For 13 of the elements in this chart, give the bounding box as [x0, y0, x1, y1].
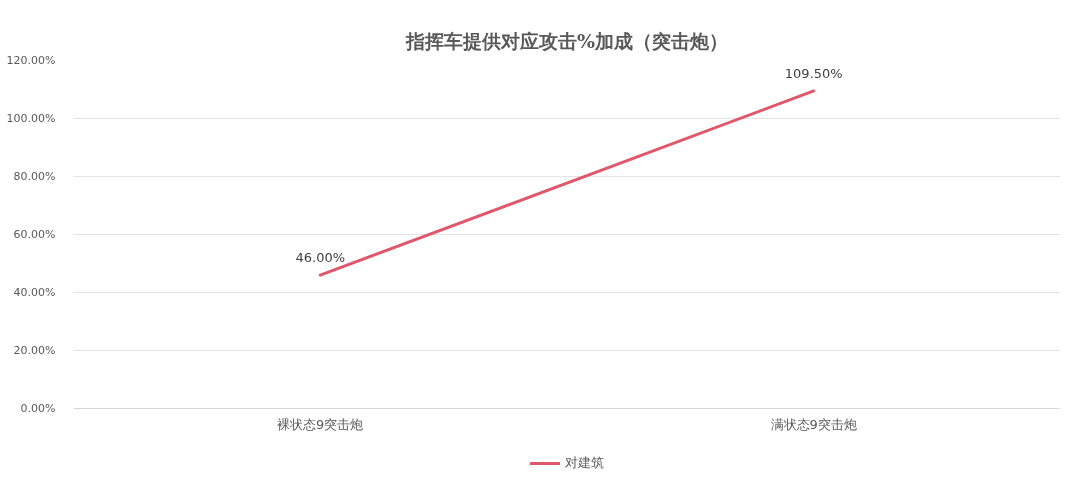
legend-label: 对建筑	[564, 454, 604, 472]
x-tick-label: 满状态9突击炮	[770, 416, 857, 432]
chart-title: 指挥车提供对应攻击%加成（突击炮）	[404, 29, 729, 52]
y-tick-label: 20.00%	[13, 344, 56, 357]
data-label: 109.50%	[784, 65, 843, 81]
y-tick-label: 0.00%	[20, 402, 56, 415]
y-tick-label: 120.00%	[6, 54, 56, 67]
y-tick-label: 60.00%	[13, 228, 56, 241]
x-tick-label: 裸状态9突击炮	[277, 416, 364, 432]
y-tick-label: 80.00%	[13, 170, 56, 183]
y-tick-label: 100.00%	[6, 112, 56, 125]
y-tick-label: 40.00%	[13, 286, 56, 299]
data-label: 46.00%	[295, 250, 346, 266]
